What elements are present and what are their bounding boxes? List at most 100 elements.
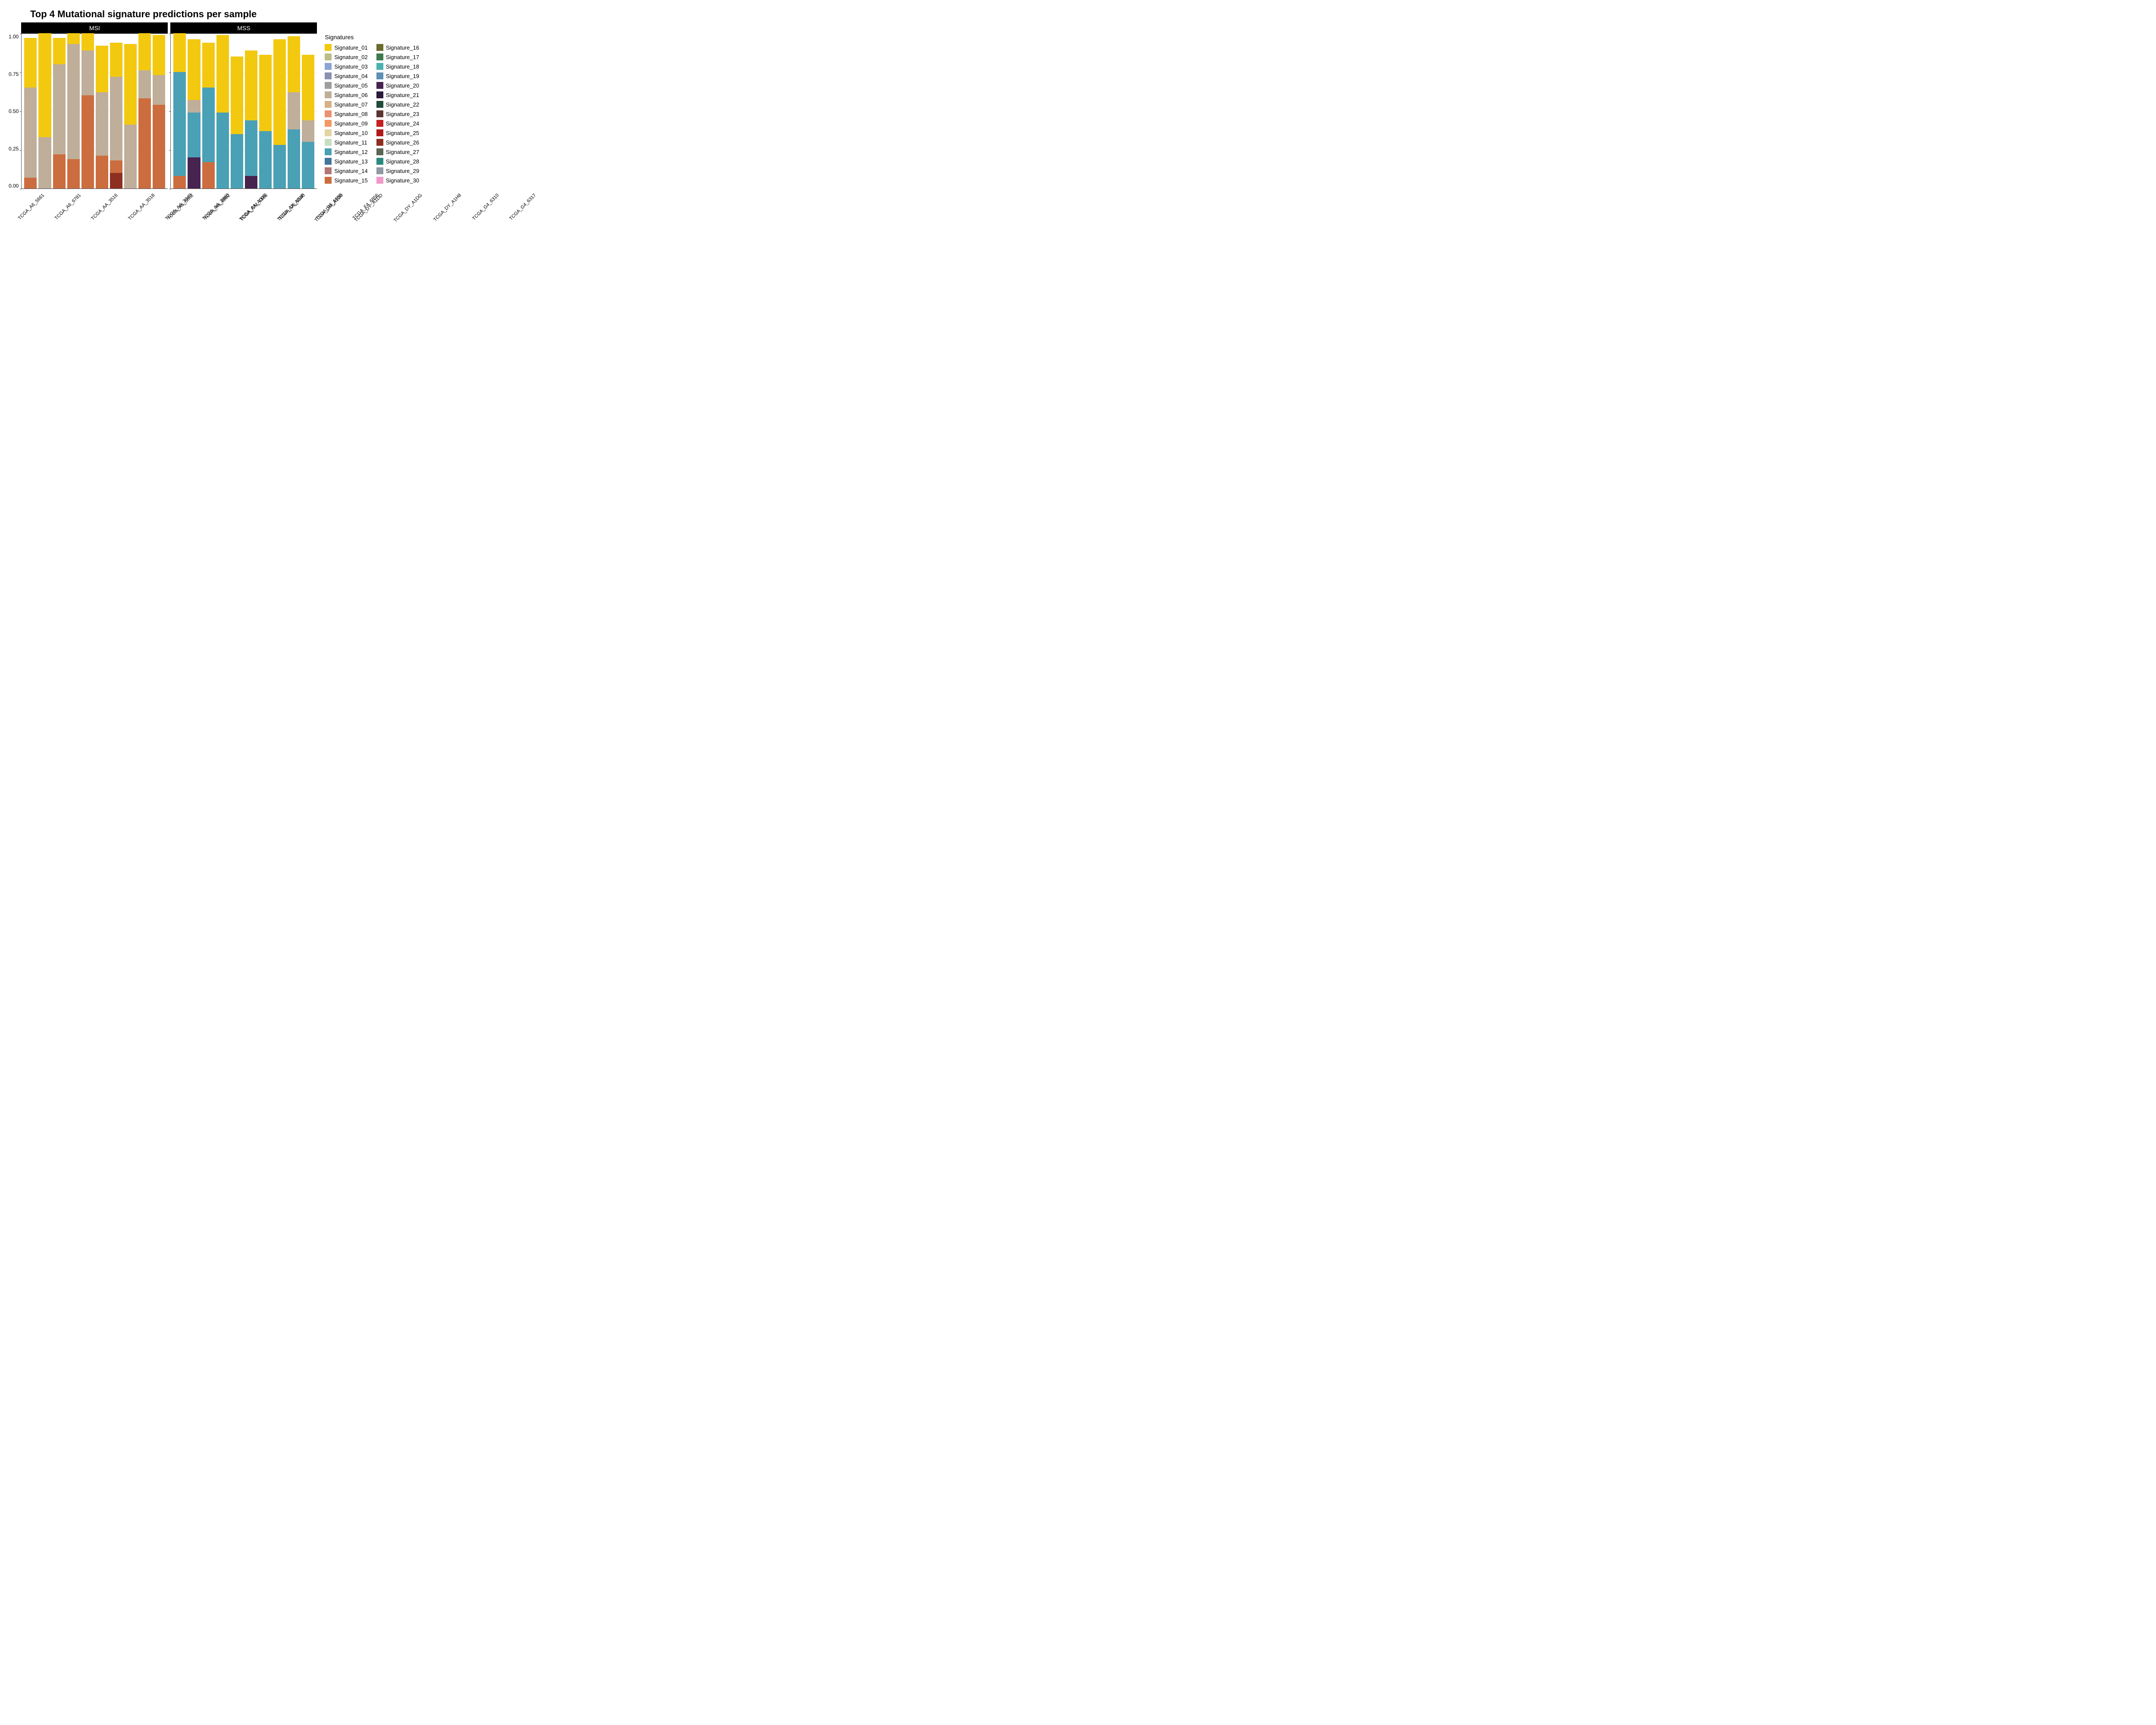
bar [188, 39, 200, 188]
bar-segment [231, 56, 243, 134]
legend-item: Signature_09 [325, 120, 367, 127]
panels-container: MSITCGA_A6_5661TCGA_A6_6781TCGA_AA_3516T… [21, 22, 317, 232]
legend-item: Signature_19 [376, 72, 419, 79]
legend-label: Signature_21 [386, 92, 419, 98]
legend-swatch [376, 129, 383, 136]
legend-item: Signature_28 [376, 158, 419, 165]
legend-swatch [376, 158, 383, 165]
legend-label: Signature_10 [334, 130, 367, 136]
plot-row: 1.000.750.500.250.00 MSITCGA_A6_5661TCGA… [9, 22, 2147, 232]
legend-columns: Signature_01 Signature_02 Signature_03 Sign… [325, 44, 419, 184]
y-tick-label: 0.75 [9, 71, 19, 77]
legend-label: Signature_13 [334, 158, 367, 165]
bar-segment [24, 38, 37, 88]
bar-segment [188, 113, 200, 157]
bar [67, 33, 80, 188]
bar-segment [153, 35, 165, 75]
bar-segment [202, 162, 215, 188]
legend-item: Signature_22 [376, 101, 419, 108]
bar-segment [81, 50, 94, 95]
legend-item: Signature_11 [325, 139, 367, 146]
bar [231, 56, 243, 188]
bar-segment [245, 50, 257, 120]
legend-swatch [376, 101, 383, 108]
x-tick-label: TCGA_A6_6781 [60, 191, 95, 232]
x-tick-label: TCGA_D5_5540 [284, 191, 319, 232]
bar-segment [138, 33, 151, 70]
legend-swatch [376, 91, 383, 98]
legend-item: Signature_05 [325, 82, 367, 89]
bar-segment [38, 137, 51, 188]
bar-segment [110, 77, 122, 160]
bar-segment [259, 131, 272, 188]
y-tick-label: 1.00 [9, 34, 19, 40]
legend-label: Signature_08 [334, 111, 367, 117]
bar-segment [124, 125, 137, 188]
legend-item: Signature_08 [325, 110, 367, 117]
bar-segment [153, 105, 165, 188]
legend-swatch [376, 63, 383, 70]
bar-segment [110, 160, 122, 173]
legend-item: Signature_13 [325, 158, 367, 165]
legend-swatch [325, 72, 332, 79]
x-tick-label: TCGA_AA_3516 [97, 191, 132, 232]
bar-segment [67, 159, 80, 188]
bar-segment [231, 134, 243, 188]
bar-segment [202, 43, 215, 88]
figure: Top 4 Mutational signature predictions p… [9, 9, 2147, 232]
bar [259, 55, 272, 188]
bar-segment [138, 70, 151, 98]
legend-item: Signature_24 [376, 120, 419, 127]
bar-segment [124, 44, 137, 125]
legend-column: Signature_16Signature_17Signature_18Sign… [376, 44, 419, 184]
bar-segment [81, 95, 94, 188]
legend-label: Signature_23 [386, 111, 419, 117]
legend-swatch [376, 110, 383, 117]
bar-segment [81, 33, 94, 50]
bar-segment [273, 145, 286, 188]
bar-segment [245, 120, 257, 176]
legend-item: Signature_03 [325, 63, 367, 70]
legend-label: Signature_22 [386, 101, 419, 108]
legend-swatch [325, 91, 332, 98]
bar-segment [288, 36, 300, 92]
y-tick-label: 0.00 [9, 183, 19, 189]
legend-item: Signature_12 [325, 148, 367, 155]
x-tick-label: TCGA_DY_A1DD [360, 191, 398, 232]
bar-segment [188, 100, 200, 113]
legend-item: Signature_02 [325, 53, 367, 60]
legend-label: Signature_03 [334, 63, 367, 70]
bar-segment [24, 178, 37, 188]
legend-label: Signature_06 [334, 92, 367, 98]
bar-segment [110, 173, 122, 188]
bar [138, 33, 151, 188]
legend-label: Signature_25 [386, 130, 419, 136]
x-tick-label: TCGA_A6_6652 [210, 191, 244, 232]
bar-segment [173, 72, 186, 176]
legend-item: Signature_16 [376, 44, 419, 51]
legend-item: Signature_18 [376, 63, 419, 70]
bar [173, 33, 186, 188]
facet-strip: MSS [170, 22, 317, 34]
y-axis: 1.000.750.500.250.00 [9, 34, 21, 189]
legend-item: Signature_14 [325, 167, 367, 174]
legend-label: Signature_11 [334, 139, 367, 146]
legend-swatch [325, 148, 332, 155]
bar [53, 38, 66, 188]
bar-segment [259, 55, 272, 131]
legend-swatch [325, 139, 332, 146]
bar-segment [67, 44, 80, 159]
legend-swatch [376, 148, 383, 155]
legend-item: Signature_30 [376, 177, 419, 184]
legend-item: Signature_21 [376, 91, 419, 98]
legend-swatch [325, 177, 332, 184]
legend-swatch [325, 82, 332, 89]
legend-label: Signature_09 [334, 120, 367, 127]
legend-label: Signature_28 [386, 158, 419, 165]
bar-segment [188, 157, 200, 188]
legend-label: Signature_01 [334, 44, 367, 51]
bar-segment [24, 88, 37, 178]
legend-label: Signature_26 [386, 139, 419, 146]
bar-segment [96, 46, 108, 92]
x-labels: TCGA_A6_5662TCGA_A6_6652TCGA_CM_6166TCGA… [170, 189, 317, 232]
